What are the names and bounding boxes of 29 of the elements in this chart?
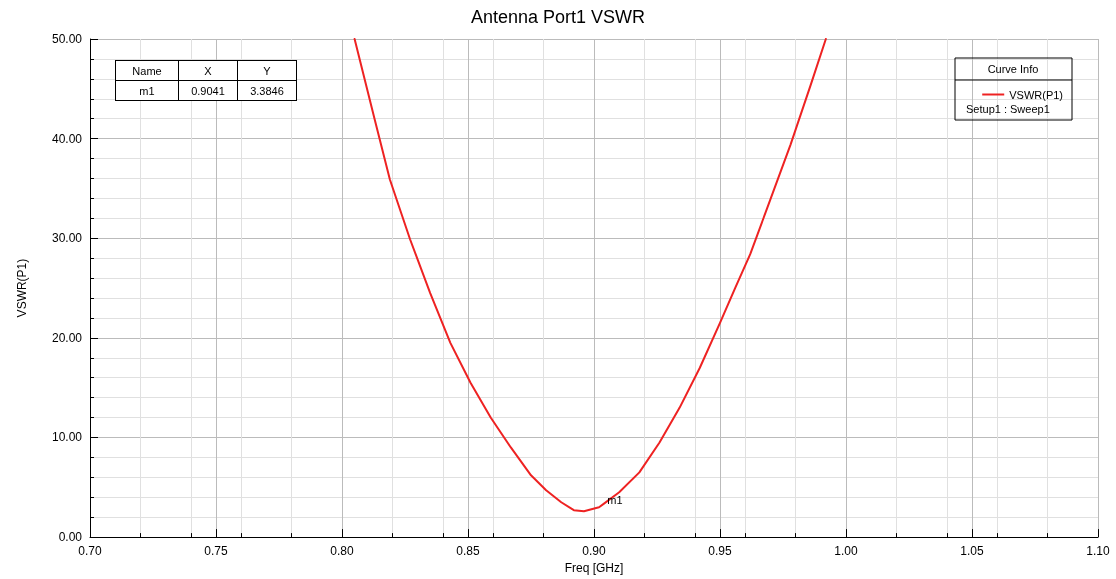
x-tick-label: 1.05 [960, 544, 984, 559]
line-series [353, 38, 827, 513]
annotation: m1 [115, 80, 179, 101]
y-tick-label: 30.00 [51, 231, 83, 246]
x-axis-title: Freq [GHz] [564, 561, 624, 575]
y-tick-label: 40.00 [51, 131, 83, 146]
x-tick-label: 0.85 [456, 544, 480, 559]
annotation: Y [237, 60, 297, 81]
annotation: 3.3846 [237, 80, 297, 101]
annotation: Name [115, 60, 179, 81]
x-tick-label: 0.95 [708, 544, 732, 559]
y-tick-label: 20.00 [51, 330, 83, 345]
y-tick-label: 50.00 [51, 32, 83, 46]
annotation: 0.9041 [178, 80, 238, 101]
annotation: Setup1 : Sweep1 [966, 103, 1050, 115]
x-tick-label: 0.75 [204, 544, 228, 559]
chart-title: Antenna Port1 VSWR [470, 7, 646, 27]
y-tick-label: 0.00 [58, 530, 83, 545]
legend-label: VSWR(P1) [1009, 88, 1063, 101]
x-tick-label: 1.10 [1086, 544, 1110, 559]
annotation: m1 [607, 494, 623, 507]
annotation: X [178, 60, 238, 81]
y-axis-title: VSWR(P1) [15, 258, 29, 318]
legend-title: Curve Info [987, 63, 1039, 75]
x-tick-label: 0.70 [78, 544, 102, 559]
y-tick-label: 10.00 [51, 430, 83, 445]
x-tick-label: 0.80 [330, 544, 354, 559]
x-tick-label: 0.90 [582, 544, 606, 559]
x-tick-label: 1.00 [834, 544, 858, 559]
